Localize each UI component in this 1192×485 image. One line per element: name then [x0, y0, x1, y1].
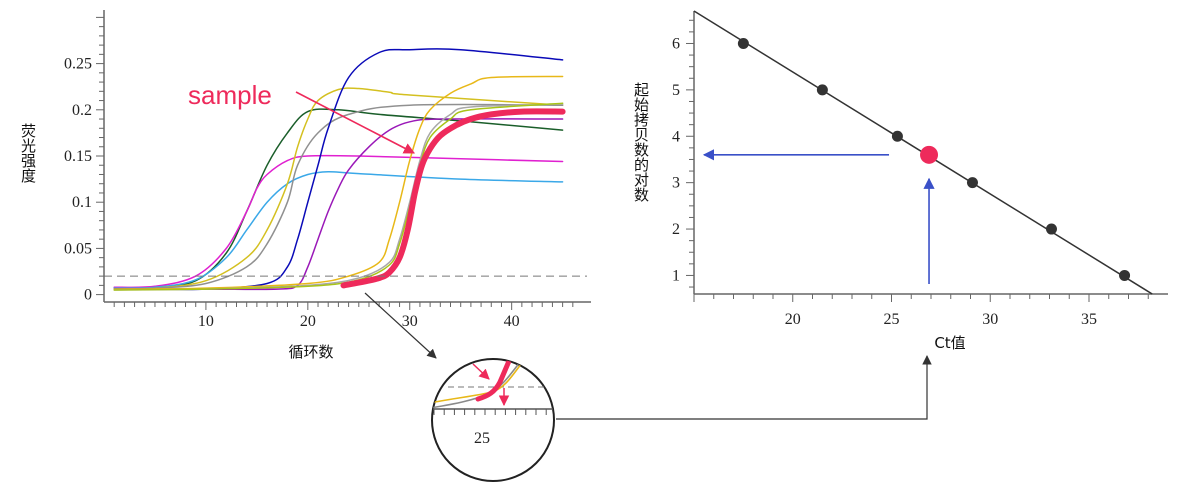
standard-curve-axes [686, 11, 1168, 302]
y-tick-label: 0.2 [72, 102, 92, 119]
y-tick-label: 3 [672, 175, 680, 192]
standard-point [1045, 223, 1057, 235]
standard-point [737, 37, 749, 49]
inset-connector-line [556, 355, 932, 420]
amplification-curve-3 [113, 170, 564, 289]
x-tick-label: 30 [982, 311, 998, 328]
x-tick-label: 20 [300, 313, 316, 330]
amplification-curve-2 [113, 154, 564, 289]
standard-curve-chart: 20 25 30 35 1 2 3 4 5 6 起始拷贝数的对数 Ct值 [632, 10, 1168, 352]
y-tick-label: 4 [672, 128, 680, 145]
y-tick-label: 2 [672, 221, 680, 238]
x-tick-label: 30 [402, 313, 418, 330]
standard-curve-y-axis-label: 起始拷贝数的对数 [632, 82, 650, 202]
y-tick-label: 0.25 [64, 56, 92, 73]
inset-pink-arrow [472, 363, 490, 380]
amplification-curve-5 [113, 103, 564, 290]
x-tick-label: 20 [785, 311, 801, 328]
standard-curve-tick-labels: 20 25 30 35 1 2 3 4 5 6 [672, 35, 1097, 328]
amplification-curve-10 [113, 102, 564, 291]
zoom-pointer-arrow [364, 292, 437, 359]
sample-point [920, 145, 939, 164]
sample-annotation-arrow [295, 91, 415, 154]
standard-point [891, 130, 903, 142]
amplification-curve-7 [113, 118, 564, 291]
inset-curve-sample [475, 359, 516, 402]
amplification-x-axis-label: 循环数 [288, 343, 333, 361]
inset-tick-label: 25 [474, 430, 490, 447]
y-tick-label: 1 [672, 267, 680, 284]
zoom-inset-circle [431, 358, 555, 482]
amplification-axes [96, 10, 591, 310]
standard-curve-points [737, 37, 1131, 281]
standard-point [816, 84, 828, 96]
amplification-curve-4 [113, 87, 564, 290]
standard-curve-x-axis-label: Ct值 [934, 334, 965, 352]
amplification-curve-8 [113, 75, 564, 290]
amplification-y-axis-label: 荧光强度 [19, 123, 37, 183]
standard-point [966, 177, 978, 189]
amplification-curve-6 [113, 48, 564, 291]
y-tick-label: 6 [672, 35, 680, 52]
amplification-curves [113, 48, 566, 291]
amplification-curve-9 [113, 103, 564, 291]
amplification-tick-labels: 10 20 30 40 0 0.05 0.1 0.15 0.2 0.25 [64, 56, 520, 330]
y-tick-label: 5 [672, 82, 680, 99]
standard-point [1119, 269, 1131, 281]
y-tick-label: 0.1 [72, 194, 92, 211]
x-tick-label: 10 [198, 313, 214, 330]
sample-annotation-label: sample [188, 80, 272, 110]
x-tick-label: 25 [884, 311, 900, 328]
amplification-curve-1 [113, 108, 564, 289]
x-tick-label: 40 [504, 313, 520, 330]
amplification-chart: 10 20 30 40 0 0.05 0.1 0.15 0.2 0.25 荧光强度 循环数 sam… [19, 10, 591, 361]
inset-ticks [433, 409, 547, 415]
x-tick-label: 35 [1081, 311, 1097, 328]
y-tick-label: 0.05 [64, 240, 92, 257]
y-tick-label: 0 [84, 287, 92, 304]
y-tick-label: 0.15 [64, 148, 92, 165]
sample-curve [340, 108, 566, 289]
zoom-inset: 25 [364, 292, 932, 482]
